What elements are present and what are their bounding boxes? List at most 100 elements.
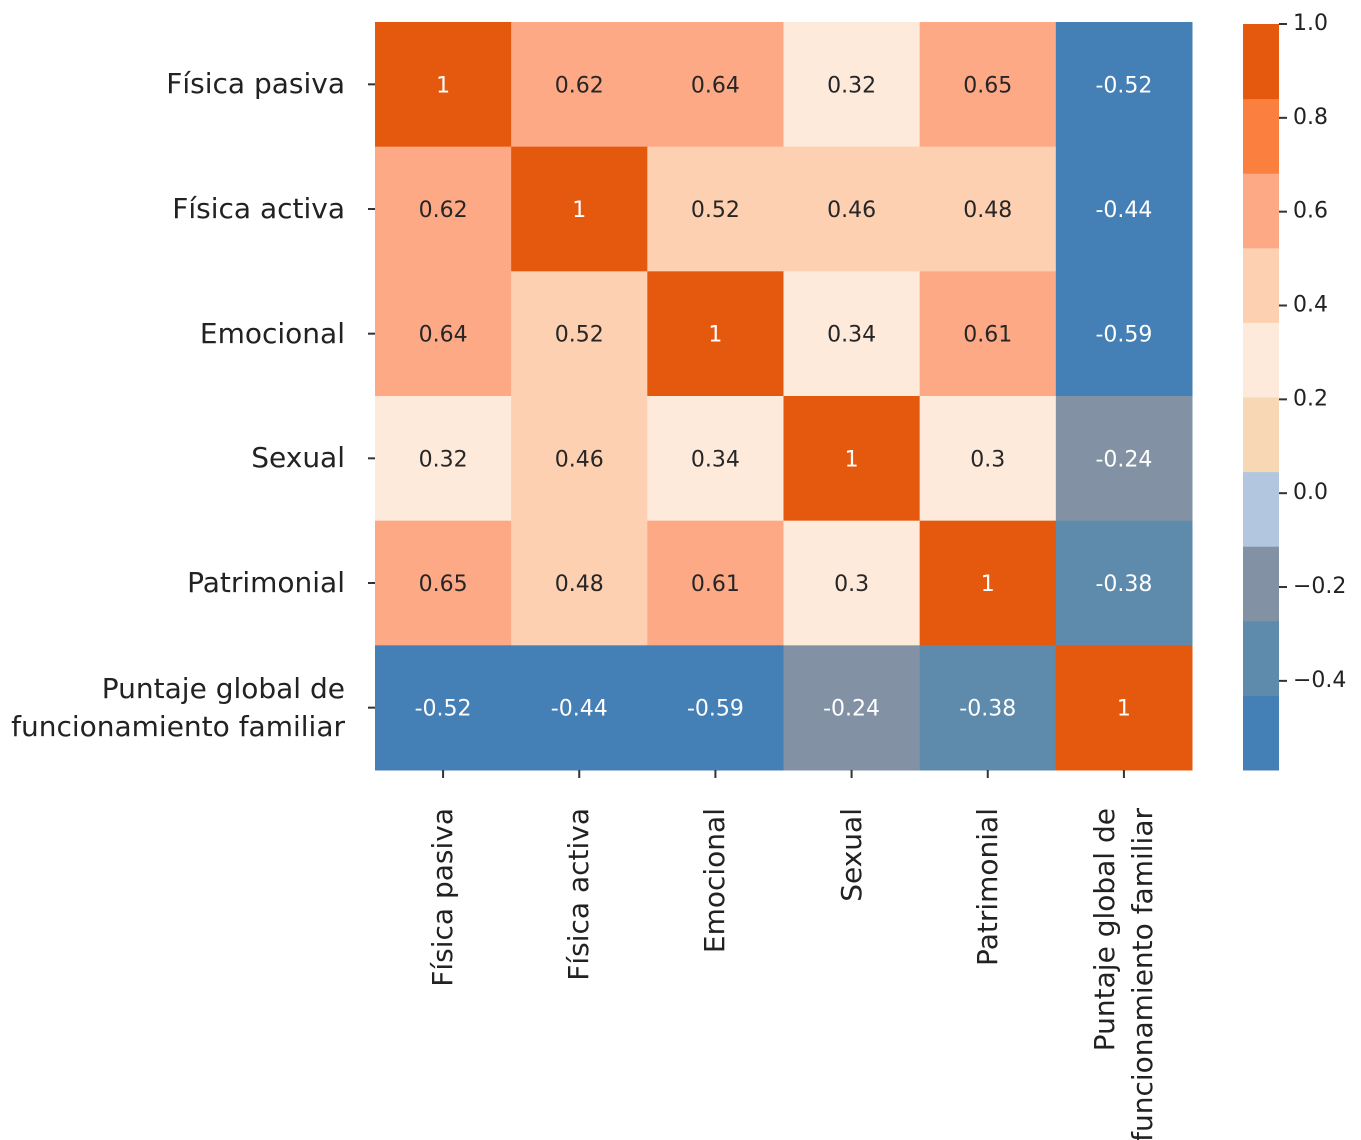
y-tick-label: Física pasiva: [166, 67, 345, 101]
colorbar-tick-label: 0.4: [1293, 293, 1328, 318]
cell: [375, 22, 512, 148]
cell-label: -0.38: [959, 697, 1016, 722]
colorbar-band: [1243, 98, 1279, 174]
cell: [511, 645, 648, 771]
cell: [511, 146, 648, 272]
cell: [783, 645, 921, 771]
cell-label: 1: [572, 198, 586, 223]
colorbar-tick-label: 0.2: [1293, 386, 1328, 411]
cell: [647, 22, 784, 148]
cell: [647, 146, 784, 272]
cell: [375, 396, 512, 522]
cell: [919, 271, 1057, 397]
colorbar-band: [1243, 546, 1279, 622]
colorbar-band: [1243, 24, 1279, 100]
x-tick-label: Emocional: [698, 808, 732, 954]
cell-label: 1: [708, 323, 722, 348]
y-tick-label: Sexual: [251, 441, 345, 475]
cell-label: 0.64: [419, 323, 468, 348]
cell: [511, 520, 648, 646]
cell: [1055, 271, 1193, 397]
cell-label: 1: [1117, 697, 1131, 722]
cell: [375, 146, 512, 272]
cell: [783, 22, 921, 148]
cell-label: 0.46: [827, 198, 876, 223]
colorbar-band: [1243, 620, 1279, 696]
cell-label: -0.24: [823, 697, 880, 722]
colorbar-tick-label: 1.0: [1293, 11, 1328, 36]
colorbar-tick-label: 0.0: [1293, 480, 1328, 505]
cell: [511, 271, 648, 397]
cell: [919, 645, 1057, 771]
colorbar-tick-label: −0.2: [1293, 574, 1346, 599]
cell-label: 0.61: [691, 572, 740, 597]
cell: [783, 271, 921, 397]
colorbar-band: [1243, 397, 1279, 473]
cell: [647, 520, 784, 646]
cell: [511, 22, 648, 148]
cell-label: -0.52: [415, 697, 472, 722]
cell-label: 0.48: [555, 572, 604, 597]
cell-label: 1: [845, 447, 859, 472]
y-tick-label: Física activa: [172, 192, 345, 225]
cell-label: -0.44: [1095, 198, 1152, 223]
colorbar-band: [1243, 695, 1279, 771]
cell-label: 1: [981, 572, 995, 597]
cell-label: 0.52: [691, 198, 740, 223]
cell: [919, 520, 1057, 646]
cell: [1055, 22, 1193, 148]
colorbar-tick-label: 0.6: [1293, 199, 1328, 224]
cell: [783, 146, 921, 272]
cell-label: 0.32: [827, 73, 876, 98]
cell-label: -0.38: [1095, 572, 1152, 597]
cell-label: 0.32: [419, 447, 468, 472]
cell: [919, 396, 1057, 522]
cell-label: 0.62: [555, 73, 604, 98]
cell-label: 0.3: [834, 572, 869, 597]
colorbar-tick-label: 0.8: [1293, 105, 1328, 130]
y-tick-label: Patrimonial: [187, 566, 345, 599]
cell: [783, 520, 921, 646]
colorbar-tick-label: −0.4: [1293, 668, 1346, 693]
x-tick-label: Patrimonial: [970, 808, 1004, 966]
cell-label: -0.24: [1095, 447, 1152, 472]
y-tick-label: Emocional: [199, 316, 345, 350]
cell-label: 0.62: [419, 198, 468, 223]
cell: [1055, 645, 1193, 771]
cell: [783, 396, 921, 522]
cell-label: 0.48: [963, 198, 1012, 223]
cell: [647, 645, 784, 771]
colorbar-band: [1243, 322, 1279, 398]
cell-label: 1: [436, 73, 450, 98]
cell-label: -0.52: [1095, 73, 1152, 98]
cell: [919, 146, 1057, 272]
cell-label: 0.65: [419, 572, 468, 597]
cell: [375, 520, 512, 646]
cell-label: -0.59: [1095, 323, 1152, 348]
cell-label: 0.34: [827, 323, 876, 348]
cell-label: 0.46: [555, 447, 604, 472]
cell-label: 0.64: [691, 73, 740, 98]
cell: [919, 22, 1057, 148]
cell-label: 0.34: [691, 447, 740, 472]
cell: [375, 645, 512, 771]
cell-label: 0.3: [970, 447, 1005, 472]
x-tick-label: Física activa: [562, 808, 596, 981]
cell: [647, 271, 784, 397]
cell-label: 0.52: [555, 323, 604, 348]
cell-label: -0.44: [551, 697, 608, 722]
x-tick-label: Puntaje global de funcionamiento familia…: [1087, 808, 1159, 1140]
colorbar-band: [1243, 247, 1279, 323]
cell-label: 0.65: [963, 73, 1012, 98]
colorbar-band: [1243, 471, 1279, 547]
cell-label: 0.61: [963, 323, 1012, 348]
colorbar-band: [1243, 173, 1279, 249]
cell: [375, 271, 512, 397]
cell: [511, 396, 648, 522]
x-tick-label: Sexual: [834, 808, 868, 902]
y-tick-label: Puntaje global de funcionamiento familia…: [11, 671, 345, 743]
cell-label: -0.59: [687, 697, 744, 722]
cell: [1055, 520, 1193, 646]
